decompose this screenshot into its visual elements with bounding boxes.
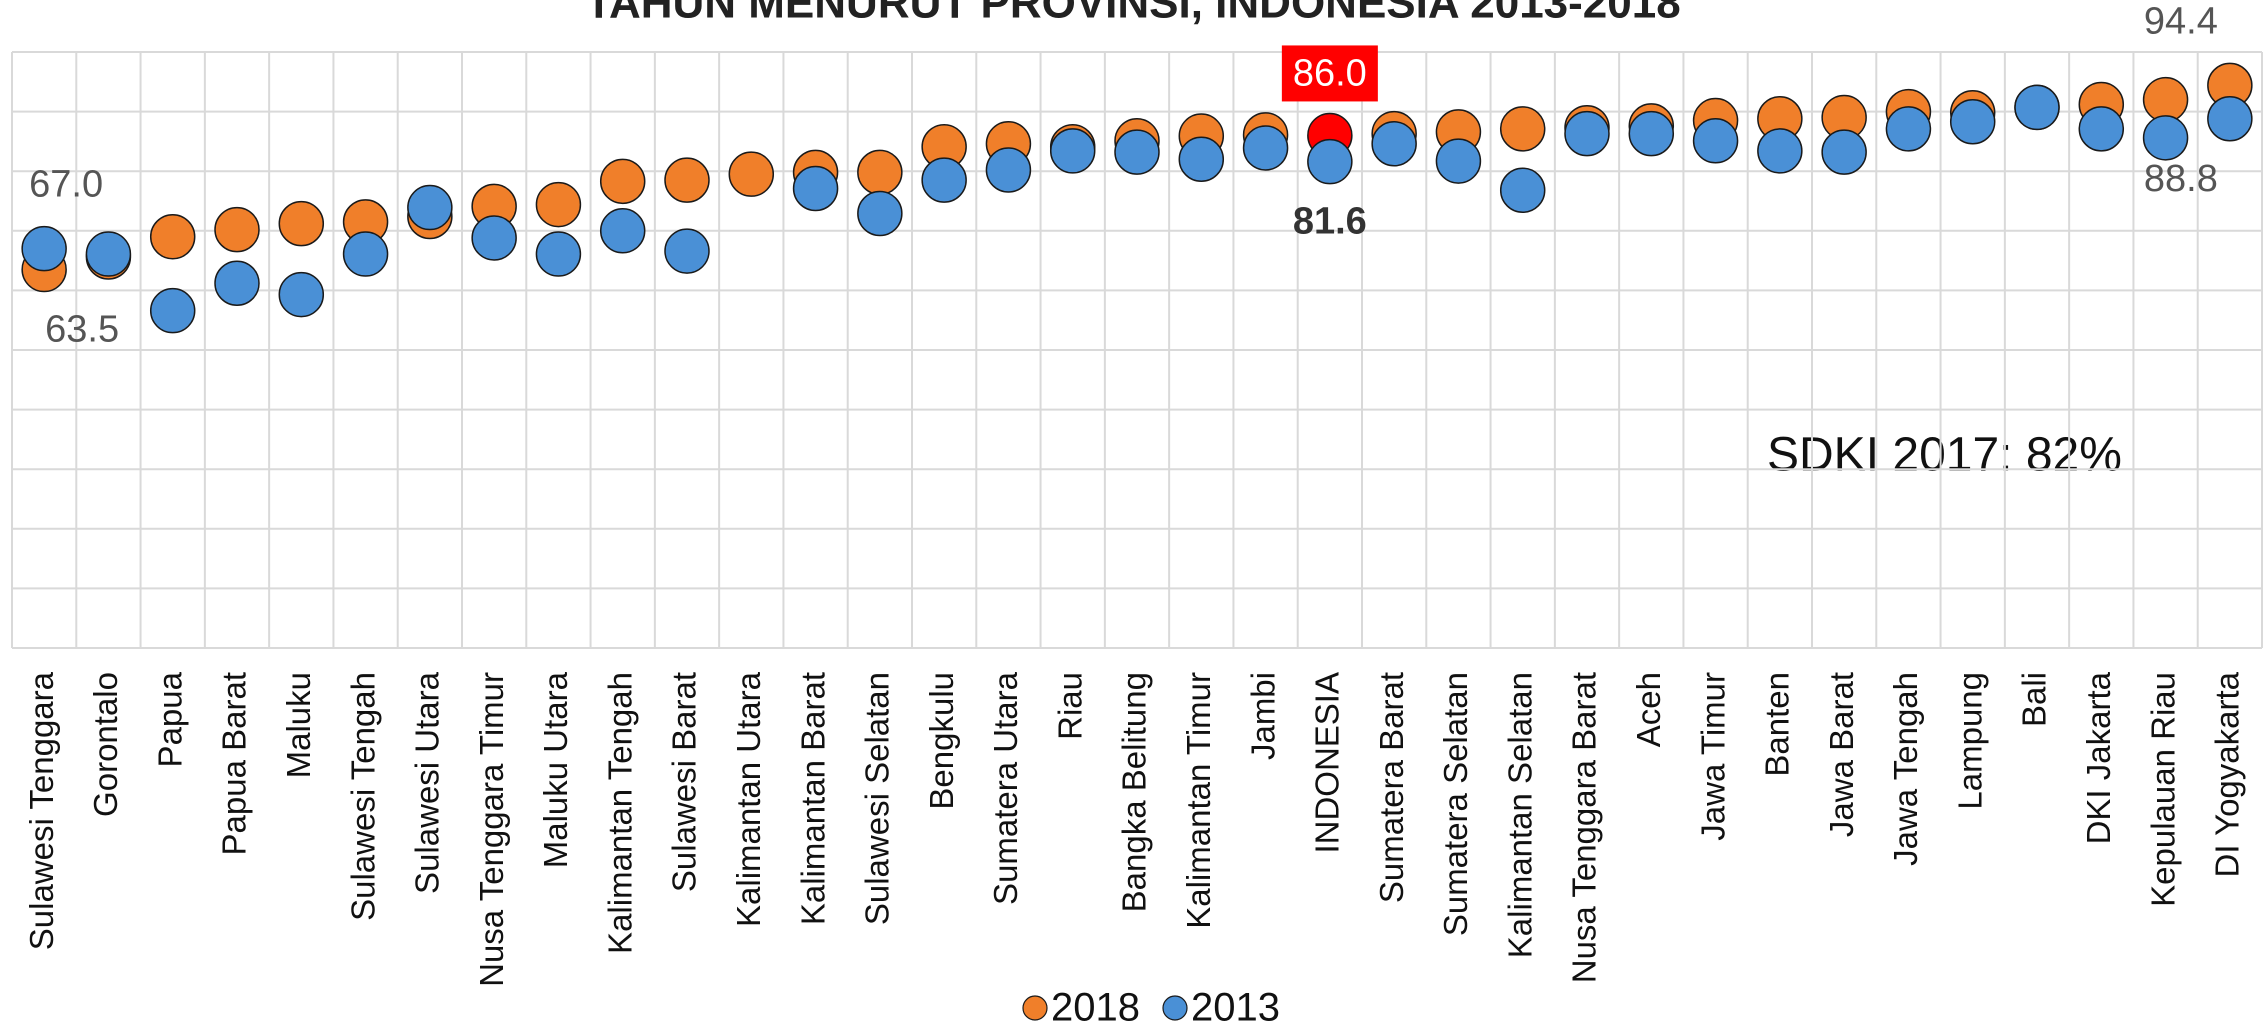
dot — [857, 149, 903, 196]
legend: 2018 2013 — [1022, 986, 1280, 1023]
dot — [1435, 138, 1482, 184]
legend-label: 2013 — [1191, 986, 1280, 1023]
x-tick-label: Jawa Barat — [1823, 672, 1860, 837]
dot — [278, 271, 325, 318]
x-tick-label: Nusa Tenggara Barat — [1566, 672, 1603, 983]
dot — [2207, 96, 2253, 142]
dot — [471, 215, 517, 261]
dot — [1499, 106, 1546, 152]
x-tick-label: Kalimantan Tengah — [601, 672, 638, 954]
legend-swatch — [1022, 995, 1048, 1021]
dot — [1628, 110, 1675, 157]
dot — [1692, 118, 1739, 164]
x-tick-label: Bali — [2016, 672, 2053, 727]
dot — [2078, 106, 2125, 152]
x-tick-label: Sulawesi Tenggara — [23, 671, 60, 950]
x-tick-label: INDONESIA — [1309, 672, 1346, 854]
x-tick-label: Kepulauan Riau — [2144, 672, 2181, 907]
dot — [2142, 115, 2189, 161]
grid — [11, 51, 2263, 649]
dot — [278, 200, 325, 247]
data-label: 67.0 — [29, 164, 103, 206]
legend-swatch — [1162, 995, 1188, 1021]
x-tick-label: Sumatera Barat — [1373, 672, 1410, 903]
x-tick-label: Aceh — [1630, 672, 1667, 747]
dot — [342, 231, 389, 277]
data-label: 81.6 — [1293, 201, 1367, 243]
label-box — [1281, 45, 1378, 102]
x-tick-label: Sumatera Selatan — [1437, 672, 1474, 936]
dot — [407, 184, 453, 231]
dot — [1114, 129, 1160, 175]
x-tick-label: Lampung — [1951, 672, 1988, 810]
dot — [1564, 110, 1610, 157]
x-tick-label: Bangka Belitung — [1116, 672, 1153, 912]
dot — [921, 157, 967, 203]
dot — [1499, 167, 1546, 214]
dot — [664, 157, 710, 203]
x-tick-label: Papua — [151, 671, 188, 767]
x-tick-label: Banten — [1759, 672, 1796, 777]
dot — [599, 208, 646, 254]
dot — [21, 225, 67, 272]
x-tick-label: Jawa Tengah — [1887, 672, 1924, 866]
dot — [85, 231, 132, 277]
x-tick-label: DI Yogyakarta — [2209, 671, 2246, 877]
x-tick-label: Gorontalo — [87, 672, 124, 817]
data-label: 63.5 — [45, 309, 119, 351]
annotation: SDKI 2017: 82% — [1767, 429, 2122, 482]
dot — [985, 147, 1032, 193]
x-tick-label: Maluku Utara — [537, 671, 574, 868]
data-label: 88.8 — [2144, 158, 2218, 200]
dot — [149, 214, 196, 260]
x-tick-label: Sumatera Utara — [987, 671, 1024, 905]
x-tick-label: Sulawesi Barat — [666, 672, 703, 892]
chart-title: TAHUN MENURUT PROVINSI, INDONESIA 2013-2… — [585, 0, 1680, 28]
dot — [599, 158, 646, 205]
dot — [1049, 128, 1096, 174]
legend-label: 2018 — [1051, 986, 1140, 1023]
dot — [857, 190, 903, 237]
x-tick-label: Sulawesi Selatan — [859, 672, 896, 925]
x-tick-label: Jambi — [1244, 672, 1281, 760]
data-label: 94.4 — [2144, 0, 2218, 42]
x-tick-label: Kalimantan Timur — [1180, 672, 1217, 929]
x-tick-label: DKI Jakarta — [2080, 671, 2117, 844]
x-tick-label: Kalimantan Barat — [794, 672, 831, 925]
dot — [2014, 84, 2060, 131]
dot — [664, 228, 710, 274]
dot — [1307, 138, 1353, 185]
dot — [1371, 121, 1417, 167]
data-label: 86.0 — [1293, 52, 1367, 94]
x-tick-label: Maluku — [280, 672, 317, 778]
dot — [214, 206, 260, 253]
dot — [728, 151, 775, 197]
x-tick-label: Sulawesi Tengah — [344, 672, 381, 921]
x-tick-label: Papua Barat — [216, 672, 253, 855]
dot — [214, 260, 260, 306]
x-tick-label: Riau — [1051, 672, 1088, 740]
x-tick-label: Kalimantan Utara — [730, 671, 767, 927]
dot — [1821, 129, 1867, 175]
dot — [1757, 128, 1803, 174]
dot — [149, 287, 196, 334]
x-tick-label: Bengkulu — [923, 672, 960, 810]
dot — [1178, 136, 1225, 183]
dot — [1949, 98, 1996, 145]
dot — [535, 231, 582, 277]
x-tick-label: Kalimantan Selatan — [1501, 672, 1538, 958]
dot — [1885, 106, 1932, 152]
dot — [535, 181, 582, 228]
dot — [1242, 125, 1289, 171]
x-tick-label: Sulawesi Utara — [409, 671, 446, 894]
x-tick-label: Nusa Tenggara Timur — [473, 672, 510, 987]
dot — [792, 165, 839, 212]
x-tick-label: Jawa Timur — [1694, 672, 1731, 841]
